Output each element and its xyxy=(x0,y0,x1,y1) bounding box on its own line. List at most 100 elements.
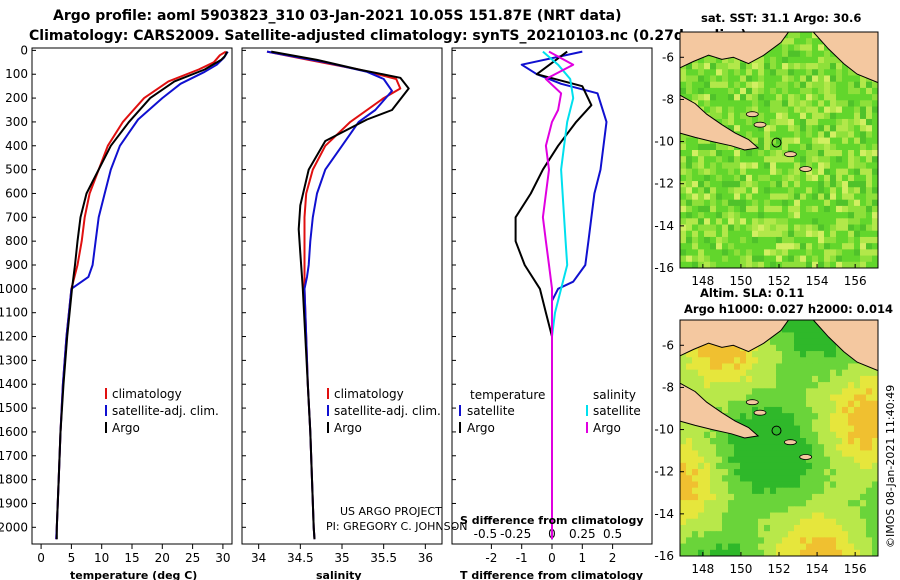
map-cell xyxy=(728,481,735,489)
map-cell xyxy=(758,462,765,470)
map-cell xyxy=(872,261,879,269)
map-cell xyxy=(872,543,879,551)
map-cell xyxy=(872,156,879,163)
map-cell xyxy=(824,518,831,526)
map-cell xyxy=(812,431,819,439)
temperature-xlabel: temperature (deg C) xyxy=(70,569,197,580)
map-cell xyxy=(710,75,717,83)
map-cell xyxy=(818,369,825,377)
map-cell xyxy=(710,438,717,445)
map-cell xyxy=(776,94,783,101)
sla-map-subtitle: Argo h1000: 0.027 h2000: 0.014 xyxy=(684,302,893,316)
map-cell xyxy=(836,174,843,182)
map-cell xyxy=(836,394,843,402)
map-cell xyxy=(836,150,843,157)
map-cell xyxy=(872,456,879,464)
map-cell xyxy=(722,249,729,257)
map-cell xyxy=(800,344,807,352)
map-cell xyxy=(866,212,873,219)
map-cell xyxy=(788,187,795,194)
map-cell xyxy=(788,143,795,151)
map-cell xyxy=(824,450,831,458)
map-cell xyxy=(806,63,813,70)
map-cell xyxy=(830,487,837,495)
map-cell xyxy=(776,456,783,464)
map-cell xyxy=(782,506,789,514)
map-cell xyxy=(860,181,867,188)
map-cell xyxy=(824,444,831,451)
map-cell xyxy=(872,112,879,120)
map-cell xyxy=(728,394,735,402)
map-cell xyxy=(692,205,699,213)
map-cell xyxy=(794,388,801,396)
map-cell xyxy=(740,469,747,476)
s-diff-tick-label: -0.25 xyxy=(500,527,531,541)
map-cell xyxy=(764,212,771,219)
map-cell xyxy=(872,131,879,139)
map-cell xyxy=(722,106,729,114)
map-cell xyxy=(788,481,795,489)
map-cell xyxy=(734,537,741,545)
map-cell xyxy=(716,462,723,470)
map-cell xyxy=(818,537,825,545)
map-cell xyxy=(740,438,747,445)
map-cell xyxy=(860,549,867,557)
map-cell xyxy=(818,230,825,238)
map-cell xyxy=(806,375,813,383)
map-cell xyxy=(716,261,723,269)
map-cell xyxy=(860,450,867,458)
map-cell xyxy=(860,475,867,482)
map-cell xyxy=(776,419,783,427)
y-tick-label: 800 xyxy=(5,234,28,248)
title-line-2: Climatology: CARS2009. Satellite-adjuste… xyxy=(29,28,747,44)
map-cell xyxy=(710,181,717,188)
map-cell xyxy=(860,506,867,514)
map-cell xyxy=(866,481,873,489)
map-cell xyxy=(698,81,705,89)
map-cell xyxy=(782,131,789,139)
map-cell xyxy=(740,518,747,526)
map-cell xyxy=(692,537,699,545)
map-cell xyxy=(854,94,861,101)
map-cell xyxy=(764,50,771,58)
map-cell xyxy=(770,518,777,526)
map-cell xyxy=(758,487,765,495)
map-cell xyxy=(692,63,699,70)
map-cell xyxy=(776,400,783,408)
map-cell xyxy=(716,543,723,551)
map-cell xyxy=(710,388,717,396)
map-cell xyxy=(728,75,735,83)
map-cell xyxy=(848,400,855,408)
map-cell xyxy=(818,75,825,83)
x-tick-label: 30 xyxy=(215,551,230,565)
map-cell xyxy=(770,375,777,383)
map-cell xyxy=(782,162,789,170)
map-cell xyxy=(770,249,777,257)
map-cell xyxy=(794,87,801,95)
map-cell xyxy=(806,193,813,201)
map-cell xyxy=(866,537,873,545)
map-cell xyxy=(812,243,819,250)
map-cell xyxy=(746,118,753,126)
map-cell xyxy=(740,112,747,120)
map-cell xyxy=(854,174,861,182)
map-cell xyxy=(782,351,789,358)
map-cell xyxy=(716,549,723,557)
map-cell xyxy=(788,261,795,269)
map-cell xyxy=(704,493,711,501)
map-cell xyxy=(806,450,813,458)
map-cell xyxy=(854,543,861,551)
map-cell xyxy=(746,487,753,495)
map-cell xyxy=(770,543,777,551)
map-cell xyxy=(812,162,819,170)
map-cell xyxy=(824,137,831,145)
map-cell xyxy=(770,500,777,507)
map-cell xyxy=(764,168,771,176)
map-cell xyxy=(830,481,837,489)
map-cell xyxy=(806,224,813,232)
map-cell xyxy=(830,357,837,364)
map-cell xyxy=(854,419,861,427)
map-cell xyxy=(830,512,837,520)
map-cell xyxy=(854,261,861,269)
map-cell xyxy=(776,543,783,551)
